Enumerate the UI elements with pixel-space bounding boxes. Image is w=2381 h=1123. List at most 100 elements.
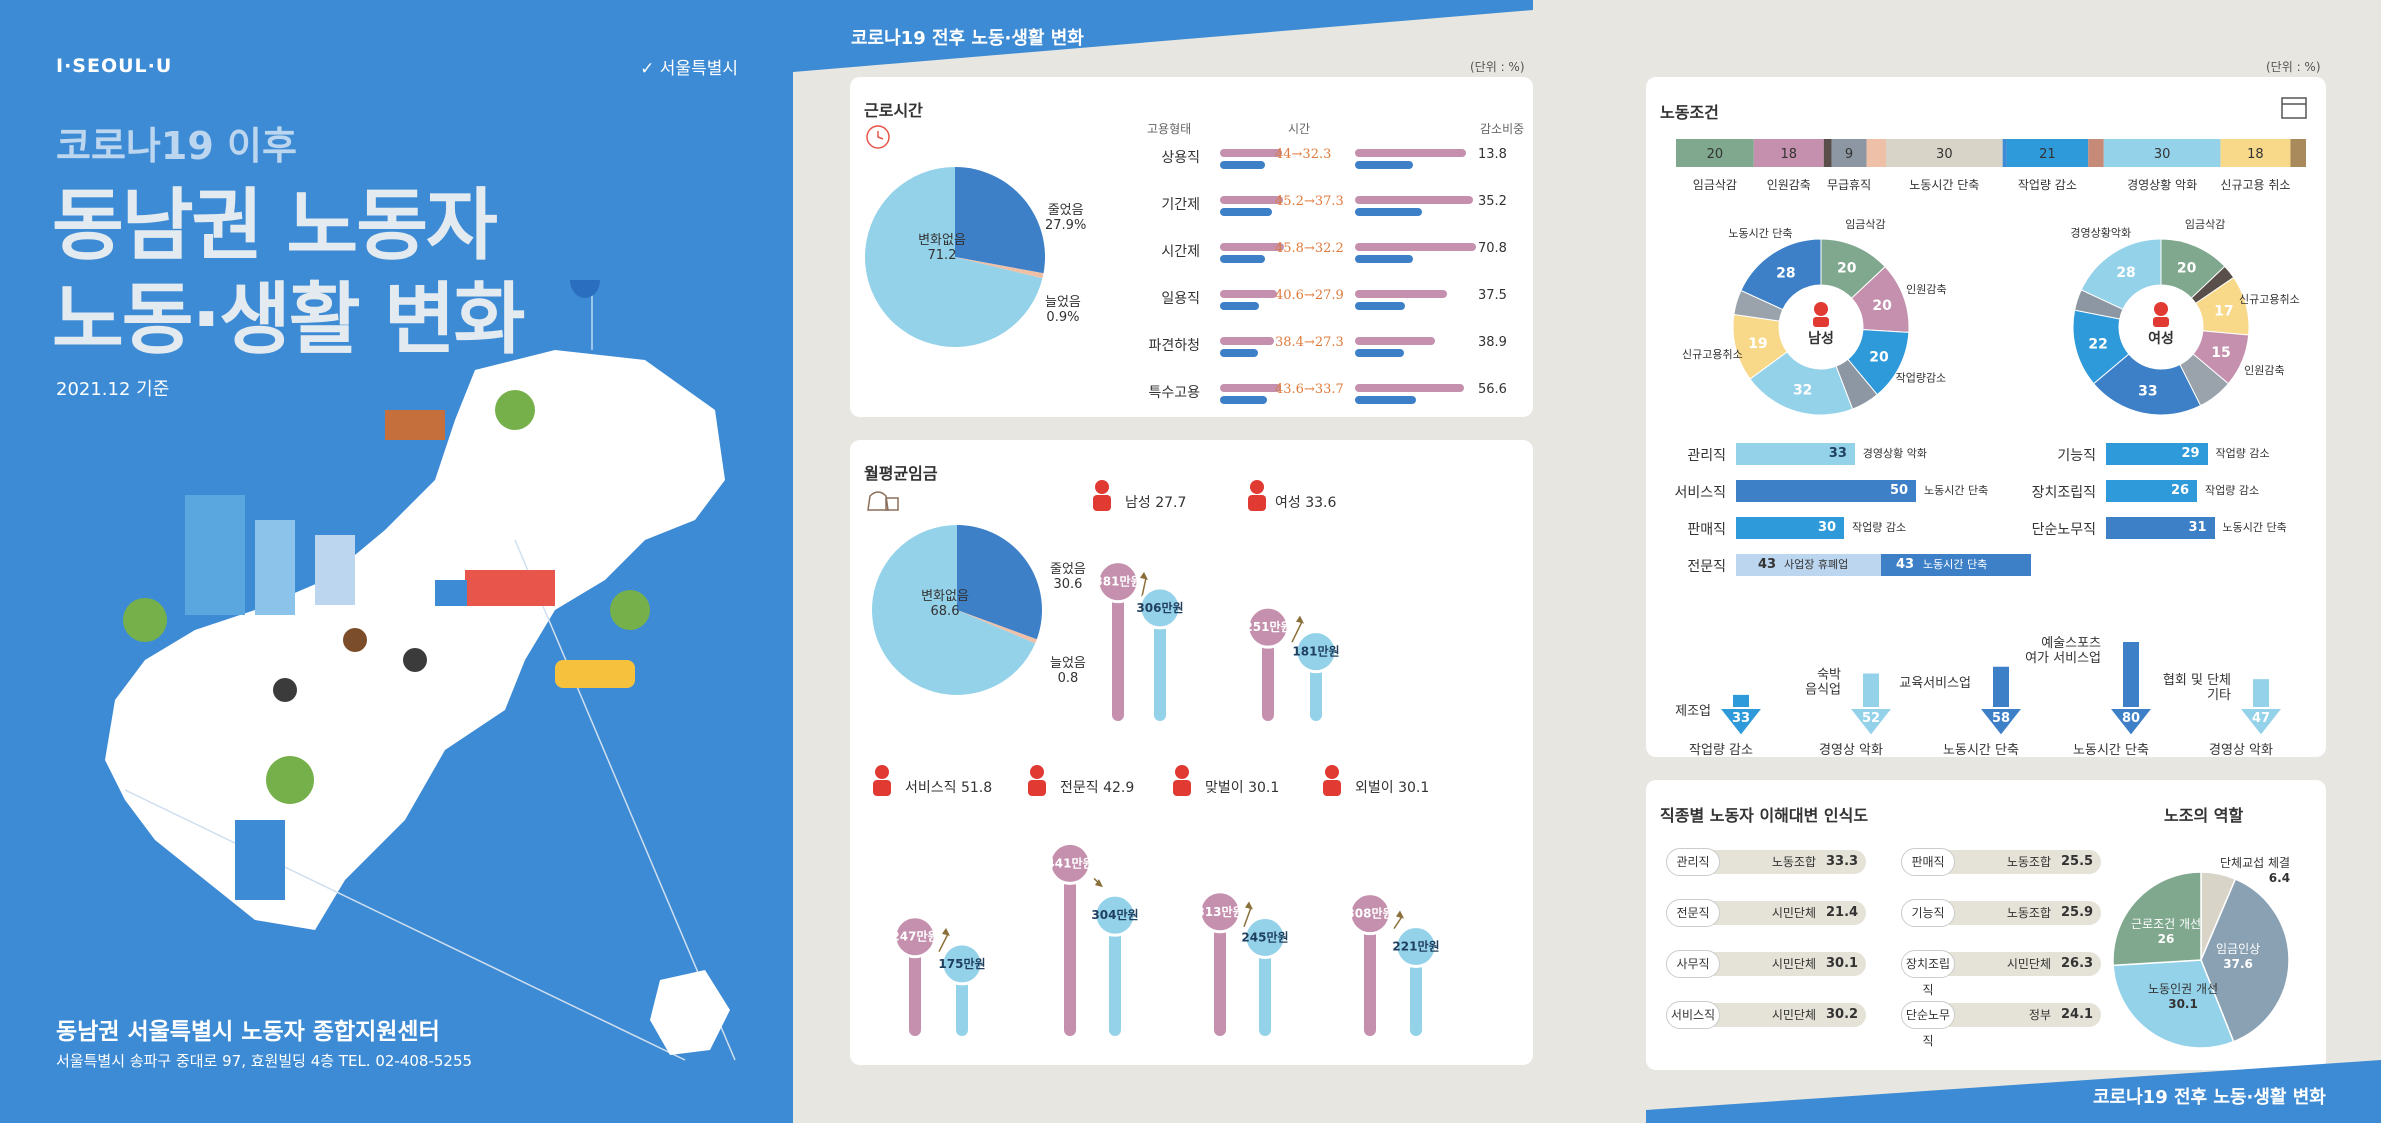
header-band — [793, 0, 1533, 72]
tree-icon — [123, 598, 167, 642]
map-illustration — [105, 280, 736, 1061]
male-donut-value: 20 — [1837, 260, 1857, 276]
male-donut-value: 20 — [1872, 298, 1892, 314]
awareness-org: 정부 — [2028, 1008, 2051, 1022]
wage-pie-value-same: 68.6 — [930, 604, 960, 619]
building-icon — [185, 495, 245, 615]
stack-value: 18 — [1781, 147, 1798, 162]
occupation-value: 31 — [2188, 520, 2207, 535]
wage-pie-value-less: 30.6 — [1053, 577, 1083, 592]
occupation-value: 30 — [1818, 520, 1837, 535]
wage-arrowhead — [1245, 901, 1253, 910]
hours-after-bar — [1220, 161, 1265, 169]
hours-after-bar-tail — [1355, 349, 1405, 357]
female-donut-label: 신규고용취소 — [2239, 293, 2300, 306]
awareness-value: 26.3 — [2061, 956, 2094, 971]
union-label-rights: 노동인권 개선 — [2148, 982, 2219, 996]
hours-after-bar — [1220, 208, 1272, 216]
awareness-org: 노동조합 — [2006, 855, 2051, 869]
union-pie-slice — [2112, 959, 2235, 1049]
person-icon — [1175, 765, 1189, 779]
stack-value: 9 — [1845, 147, 1853, 162]
wage-before-value: 441만원 — [1046, 855, 1093, 870]
wage-group-label: 남성 27.7 — [1125, 495, 1186, 511]
industry-note: 노동시간 단축 — [2073, 743, 2149, 757]
industry-value: 47 — [2252, 711, 2270, 726]
awareness-value: 21.4 — [1826, 905, 1859, 920]
occupation-value: 43 — [1758, 557, 1777, 572]
cover-title-line2: 노동·생활 변화 — [52, 274, 525, 365]
wage-after-bubble — [1093, 893, 1137, 937]
stack-segment — [1866, 139, 1886, 167]
stack-value: 18 — [2247, 147, 2264, 162]
occupation-label: 장치조립직 — [2031, 485, 2096, 501]
male-donut-value: 32 — [1793, 382, 1812, 398]
stack-segment — [2103, 139, 2221, 167]
occupation-bar — [1736, 443, 1855, 465]
union-pie-chart — [2112, 871, 2290, 1049]
wage-before-value: 381만원 — [1094, 574, 1141, 589]
union-value-conditions: 26 — [2157, 932, 2175, 946]
wage-after-bubble — [1243, 915, 1287, 959]
industry-label: 음식업 — [1805, 683, 1841, 698]
hours-before-bar-tail — [1355, 149, 1467, 157]
hours-pie-chart — [865, 167, 1045, 347]
occupation-value: 43 — [1896, 557, 1915, 572]
hours-after-bar — [1220, 349, 1258, 357]
hours-before-bar — [1220, 243, 1285, 251]
hours-row-type: 일용직 — [1161, 291, 1200, 307]
occupation-label: 단순노무직 — [2031, 522, 2096, 538]
occupation-label: 전문직 — [1687, 559, 1726, 575]
industry-arrow-head — [2236, 707, 2286, 738]
occupation-bar — [1881, 554, 2031, 576]
wage-arrowhead — [1396, 910, 1404, 919]
awareness-org: 시민단체 — [1771, 906, 1816, 920]
wage-before-value: 308만원 — [1346, 906, 1393, 921]
awareness-job: 기능직 — [1901, 899, 1955, 927]
stack-label: 임금삭감 — [1693, 178, 1737, 192]
conditions-card: 노동조건 20 임금삭감 18 인원감축 9 무급휴직 30 노동시간 단축 21 작업량 감소 3… — [1646, 77, 2326, 757]
industry-value: 33 — [1732, 711, 1750, 726]
wage-arrowhead — [1296, 615, 1304, 624]
wage-group-label: 서비스직 51.8 — [905, 780, 992, 796]
industry-arrow-shaft — [2123, 642, 2139, 710]
person-body-icon — [1093, 495, 1111, 511]
female-donut-label: 경영상황악화 — [2070, 227, 2131, 240]
hours-before-bar — [1220, 384, 1282, 392]
wage-pie-label-same: 변화없음 — [921, 589, 969, 604]
stack-segment — [2002, 139, 2007, 167]
cover-title: 동남권 노동자 노동·생활 변화 — [52, 180, 525, 367]
wage-pie-slice-1 — [957, 525, 1042, 640]
hours-row-type: 시간제 — [1161, 244, 1200, 260]
person-icon — [1095, 480, 1109, 494]
hours-before-bar-tail — [1355, 290, 1448, 298]
occupation-label: 판매직 — [1687, 522, 1726, 538]
wage-after-bubble — [940, 942, 984, 986]
union-value-wage: 37.6 — [2223, 957, 2253, 971]
person-body-icon — [1028, 780, 1046, 796]
occupation-note: 노동시간 단축 — [1923, 558, 1988, 571]
cover-panel: I·SEOUL·U ✓ 서울특별시 코로나19 이후 동남권 노동자 노동·생활… — [0, 0, 793, 1123]
occupation-value: 29 — [2181, 446, 2200, 461]
person-body-icon — [1248, 495, 1266, 511]
industry-arrow-head — [1976, 707, 2026, 738]
city-name: 서울특별시 — [659, 59, 738, 79]
hours-title: 근로시간 — [864, 101, 923, 120]
wage-before-value: 313만원 — [1196, 904, 1243, 919]
wage-pie-slice-2 — [957, 610, 1037, 644]
union-label-wage: 임금인상 — [2216, 942, 2261, 956]
hours-after-bar-tail — [1355, 161, 1414, 169]
male-donut-label: 임금삭감 — [1845, 218, 1885, 231]
wage-after-bubble — [1138, 586, 1182, 630]
male-donut-value: 20 — [1869, 349, 1889, 365]
awareness-value: 24.1 — [2061, 1007, 2094, 1022]
female-donut-label: 인원감축 — [2244, 364, 2284, 377]
wage-after-value: 175만원 — [938, 956, 985, 971]
union-label-conditions: 근로조건 개선 — [2131, 917, 2202, 931]
industry-arrow-shaft — [1993, 666, 2009, 710]
female-donut-value: 22 — [2088, 336, 2107, 352]
person-icon — [2154, 302, 2168, 316]
wage-after-value: 221만원 — [1392, 939, 1439, 954]
